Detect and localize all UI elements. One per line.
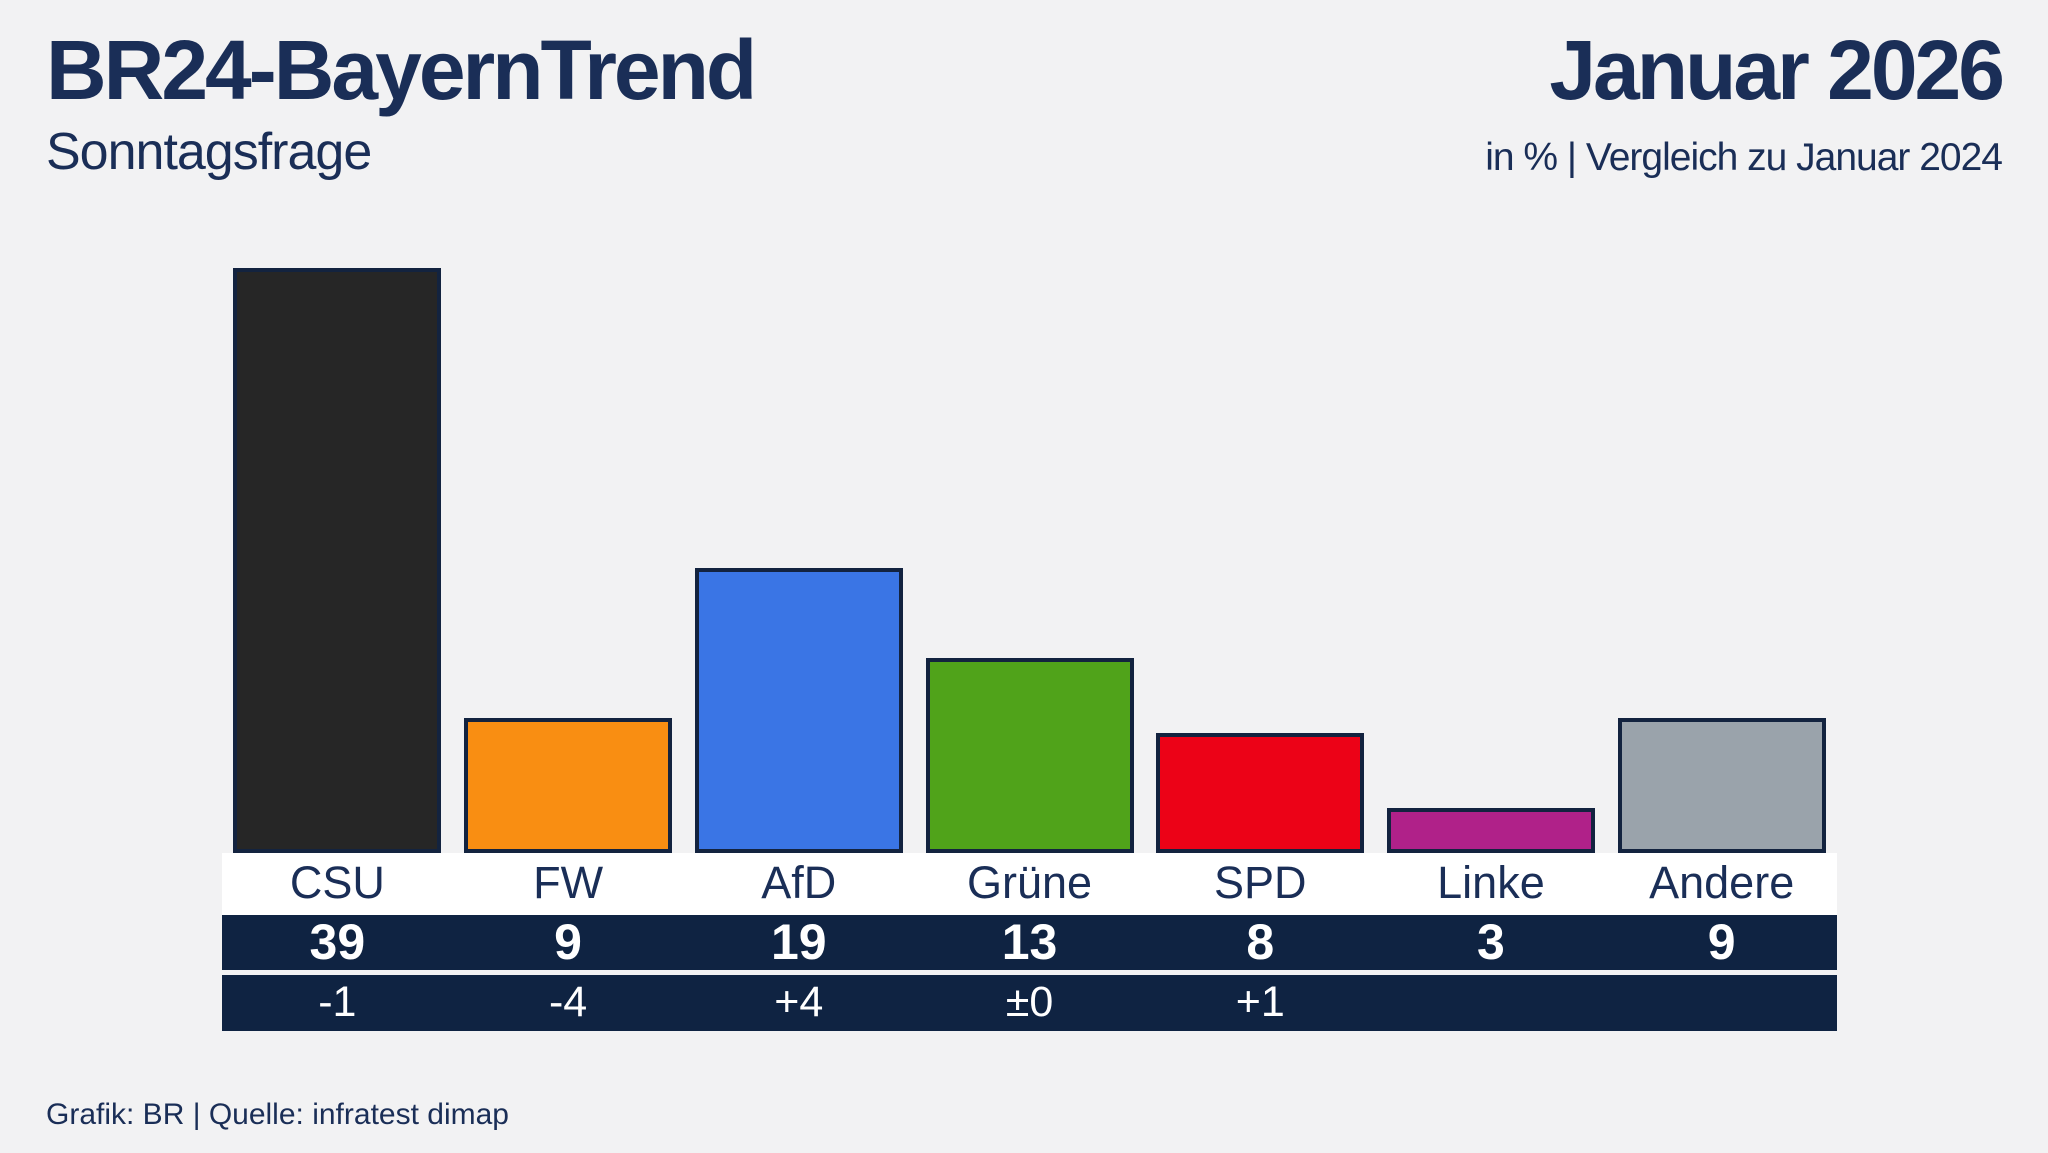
page-subtitle: Sonntagsfrage	[46, 123, 372, 181]
bar-column-afd	[683, 265, 914, 853]
value-linke: 3	[1477, 914, 1505, 970]
bar-csu	[233, 268, 442, 853]
value-andere: 9	[1707, 914, 1736, 970]
bar-column-grüne	[914, 265, 1145, 853]
party-label-grüne: Grüne	[966, 857, 1093, 908]
bar-column-csu	[222, 265, 453, 853]
party-label-band: CSU FW AfD Grüne SPD Linke Andere	[222, 853, 1837, 915]
source-credit: Grafik: BR | Quelle: infratest dimap	[46, 1098, 509, 1131]
party-label-andere: Andere	[1649, 857, 1795, 908]
change-grüne: ±0	[1005, 978, 1054, 1026]
bar-spd	[1156, 733, 1365, 853]
value-afd: 19	[770, 914, 827, 970]
bar-column-linke	[1376, 265, 1607, 853]
bar-column-spd	[1145, 265, 1376, 853]
change-csu: -1	[318, 978, 357, 1026]
page-title: BR24-BayernTrend	[46, 23, 757, 117]
bar-column-fw	[453, 265, 684, 853]
change-linke	[1376, 975, 1607, 1031]
party-label-fw: FW	[533, 857, 604, 908]
bar-column-andere	[1606, 265, 1837, 853]
bars-area	[222, 265, 1837, 853]
bar-chart: CSU FW AfD Grüne SPD Linke Andere 39 9 19 13 8 3 9 -…	[222, 265, 1837, 1031]
change-andere	[1606, 975, 1837, 1031]
value-spd: 8	[1246, 914, 1275, 970]
change-spd: +1	[1235, 978, 1285, 1026]
period-label: Januar 2026	[1549, 23, 2005, 117]
unit-comparison-note: in % | Vergleich zu Januar 2024	[1485, 136, 2003, 179]
bar-afd	[694, 568, 903, 853]
value-fw: 9	[554, 914, 582, 970]
change-band: -1 -4 +4 ±0 +1	[222, 975, 1837, 1031]
value-csu: 39	[309, 914, 366, 970]
bar-fw	[464, 718, 673, 853]
change-fw: -4	[548, 978, 588, 1026]
party-label-spd: SPD	[1213, 857, 1307, 908]
party-label-linke: Linke	[1437, 857, 1545, 908]
party-label-csu: CSU	[289, 857, 385, 908]
bar-grüne	[925, 658, 1134, 853]
value-grüne: 13	[1001, 914, 1058, 970]
bar-linke	[1386, 808, 1595, 853]
value-band: 39 9 19 13 8 3 9	[222, 915, 1837, 970]
party-label-afd: AfD	[761, 857, 837, 908]
change-afd: +4	[774, 978, 824, 1026]
bar-andere	[1617, 718, 1826, 853]
